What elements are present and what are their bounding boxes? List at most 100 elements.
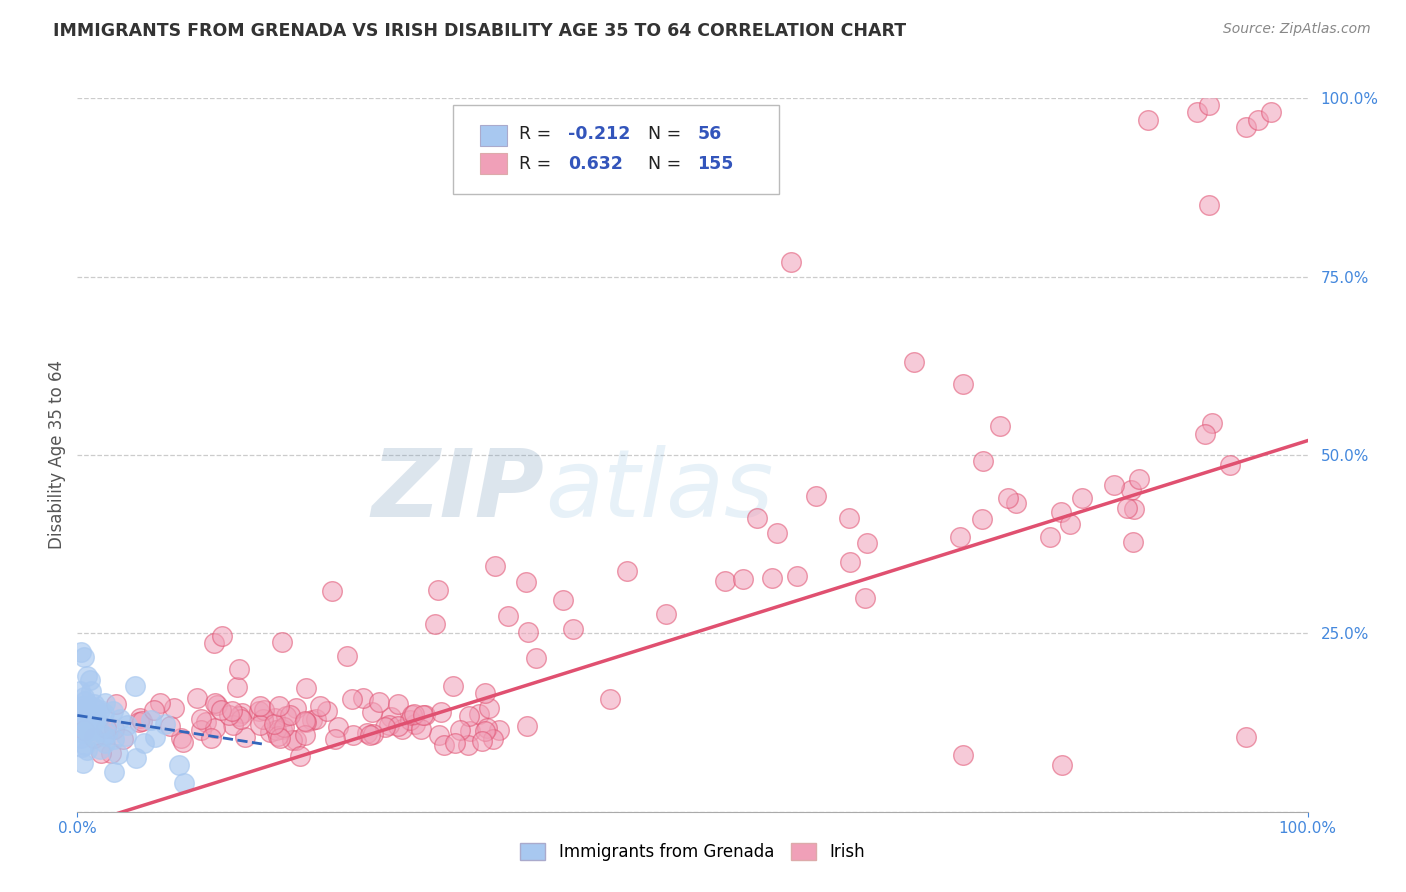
Point xyxy=(211,628,233,642)
Point xyxy=(561,622,583,636)
Point xyxy=(70,645,93,659)
Point xyxy=(80,683,103,698)
Point xyxy=(1128,472,1150,486)
Point xyxy=(72,756,94,770)
Point xyxy=(599,692,621,706)
Point xyxy=(87,723,110,738)
Point xyxy=(380,709,402,723)
Point xyxy=(94,721,117,735)
Point xyxy=(323,731,346,746)
Point xyxy=(76,712,98,726)
Point xyxy=(1185,105,1208,120)
Point xyxy=(1234,730,1257,744)
Point xyxy=(368,695,391,709)
Point xyxy=(278,708,301,723)
Point xyxy=(474,686,496,700)
Point xyxy=(1039,530,1062,544)
Point xyxy=(107,747,129,761)
Point xyxy=(80,711,103,725)
Point xyxy=(356,725,378,739)
Point xyxy=(96,726,118,740)
Point xyxy=(233,730,256,744)
Point xyxy=(264,711,287,725)
Point xyxy=(73,650,96,665)
Y-axis label: Disability Age 35 to 64: Disability Age 35 to 64 xyxy=(48,360,66,549)
Point xyxy=(111,731,134,746)
Legend: Immigrants from Grenada, Irish: Immigrants from Grenada, Irish xyxy=(513,836,872,868)
Point xyxy=(249,718,271,732)
Point xyxy=(194,714,217,729)
Point xyxy=(1198,98,1220,112)
Point xyxy=(766,526,789,541)
Point xyxy=(1059,517,1081,532)
Point xyxy=(73,702,96,716)
Point xyxy=(72,726,94,740)
Point xyxy=(903,355,925,369)
Point xyxy=(496,608,519,623)
Point xyxy=(231,706,253,720)
Point xyxy=(269,731,291,745)
Point xyxy=(128,715,150,730)
Point xyxy=(294,728,316,742)
Point xyxy=(997,491,1019,505)
Text: -0.212: -0.212 xyxy=(568,125,630,143)
Point xyxy=(328,720,350,734)
Point xyxy=(413,708,436,723)
Point xyxy=(273,720,295,734)
Point xyxy=(263,716,285,731)
Point xyxy=(103,704,125,718)
Point xyxy=(404,717,426,731)
Point xyxy=(70,740,93,755)
Point xyxy=(284,733,307,747)
Point xyxy=(952,376,974,391)
Point xyxy=(411,722,433,736)
Point xyxy=(267,698,290,713)
Point xyxy=(474,723,496,738)
Point xyxy=(173,776,195,790)
Point xyxy=(427,728,450,742)
Point xyxy=(281,733,304,747)
Point xyxy=(125,750,148,764)
Point xyxy=(551,593,574,607)
Point xyxy=(315,705,337,719)
Point xyxy=(475,722,498,736)
Point xyxy=(1194,426,1216,441)
Point xyxy=(228,663,250,677)
Point xyxy=(94,729,117,743)
Point xyxy=(89,742,111,756)
Point xyxy=(972,454,994,468)
Point xyxy=(115,729,138,743)
Point xyxy=(391,722,413,736)
Point xyxy=(271,635,294,649)
Point xyxy=(457,738,479,752)
Point xyxy=(141,713,163,727)
Point xyxy=(427,583,450,598)
Point xyxy=(654,607,676,622)
Point xyxy=(838,555,860,569)
Point xyxy=(94,697,117,711)
Point xyxy=(76,669,98,683)
Point xyxy=(714,574,737,589)
Text: Source: ZipAtlas.com: Source: ZipAtlas.com xyxy=(1223,22,1371,37)
Point xyxy=(387,697,409,711)
Point xyxy=(458,724,481,739)
Point xyxy=(952,747,974,762)
Point xyxy=(79,673,101,687)
Point xyxy=(142,703,165,717)
Point xyxy=(1247,112,1270,127)
Point xyxy=(83,731,105,745)
Point xyxy=(73,738,96,752)
Point xyxy=(82,700,104,714)
Point xyxy=(458,709,481,723)
Point xyxy=(780,255,803,269)
Point xyxy=(378,718,401,732)
Point xyxy=(200,731,222,745)
Point xyxy=(309,699,332,714)
Point xyxy=(76,724,98,739)
Point xyxy=(90,746,112,760)
Point xyxy=(103,764,125,779)
Point xyxy=(79,723,101,738)
Text: R =: R = xyxy=(519,155,557,173)
Point xyxy=(186,690,208,705)
Point xyxy=(516,719,538,733)
